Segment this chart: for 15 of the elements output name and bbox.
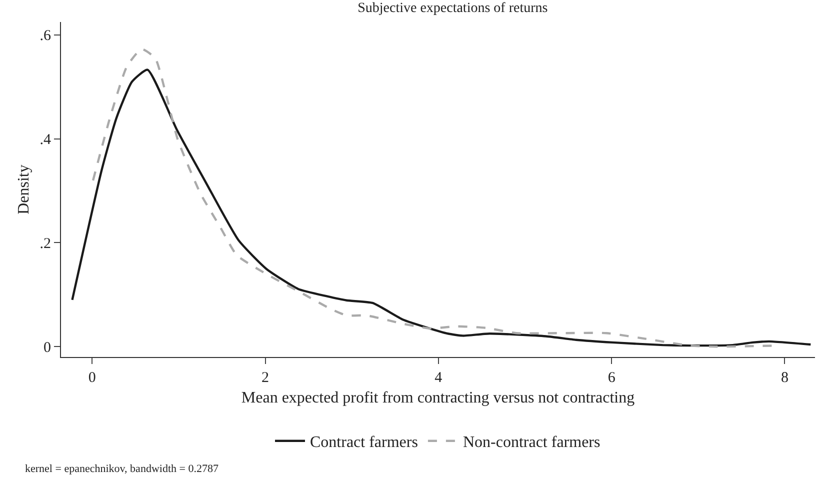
y-tick-label: .2: [40, 236, 51, 252]
y-tick-label: .6: [40, 28, 52, 44]
x-axis-title: Mean expected profit from contracting versus not contracting: [241, 390, 635, 407]
chart-title: Subjective expectations of returns: [358, 1, 548, 16]
x-tick-label: 0: [88, 370, 96, 386]
x-tick-label: 2: [262, 370, 270, 386]
x-tick-label: 6: [608, 370, 616, 386]
x-tick-label: 4: [434, 370, 443, 386]
text: kernel = epanechnikov, bandwidth = 0.2787: [25, 463, 219, 475]
y-tick-label: 0: [44, 340, 51, 356]
x-tick-label: 8: [780, 370, 788, 386]
y-tick-label: .4: [40, 132, 52, 148]
y-axis-title: Density: [16, 164, 33, 214]
legend-label: Non-contract farmers: [462, 434, 600, 452]
legend-label: Contract farmers: [310, 434, 418, 452]
